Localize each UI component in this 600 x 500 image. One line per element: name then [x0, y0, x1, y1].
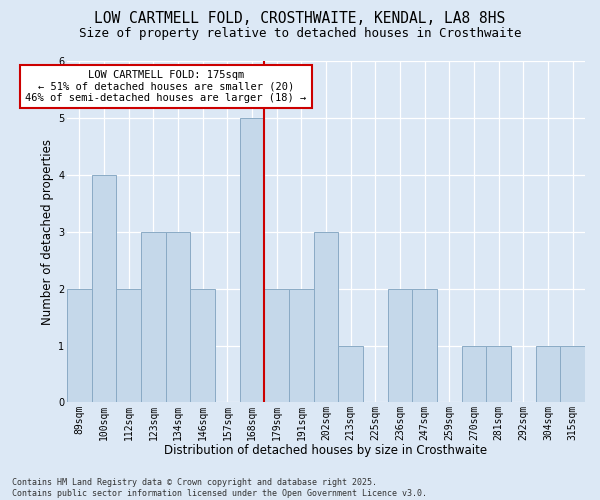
- Bar: [314, 232, 338, 402]
- Bar: [487, 346, 511, 403]
- Text: LOW CARTMELL FOLD: 175sqm
← 51% of detached houses are smaller (20)
46% of semi-: LOW CARTMELL FOLD: 175sqm ← 51% of detac…: [25, 70, 307, 103]
- Bar: [67, 288, 92, 403]
- Text: LOW CARTMELL FOLD, CROSTHWAITE, KENDAL, LA8 8HS: LOW CARTMELL FOLD, CROSTHWAITE, KENDAL, …: [94, 11, 506, 26]
- Bar: [388, 288, 412, 403]
- Bar: [412, 288, 437, 403]
- Text: Contains HM Land Registry data © Crown copyright and database right 2025.
Contai: Contains HM Land Registry data © Crown c…: [12, 478, 427, 498]
- Bar: [116, 288, 141, 403]
- Bar: [560, 346, 585, 403]
- X-axis label: Distribution of detached houses by size in Crosthwaite: Distribution of detached houses by size …: [164, 444, 488, 458]
- Bar: [289, 288, 314, 403]
- Bar: [536, 346, 560, 403]
- Y-axis label: Number of detached properties: Number of detached properties: [41, 139, 54, 325]
- Bar: [265, 288, 289, 403]
- Bar: [92, 175, 116, 402]
- Bar: [461, 346, 487, 403]
- Bar: [240, 118, 265, 403]
- Text: Size of property relative to detached houses in Crosthwaite: Size of property relative to detached ho…: [79, 27, 521, 40]
- Bar: [166, 232, 190, 402]
- Bar: [338, 346, 363, 403]
- Bar: [141, 232, 166, 402]
- Bar: [190, 288, 215, 403]
